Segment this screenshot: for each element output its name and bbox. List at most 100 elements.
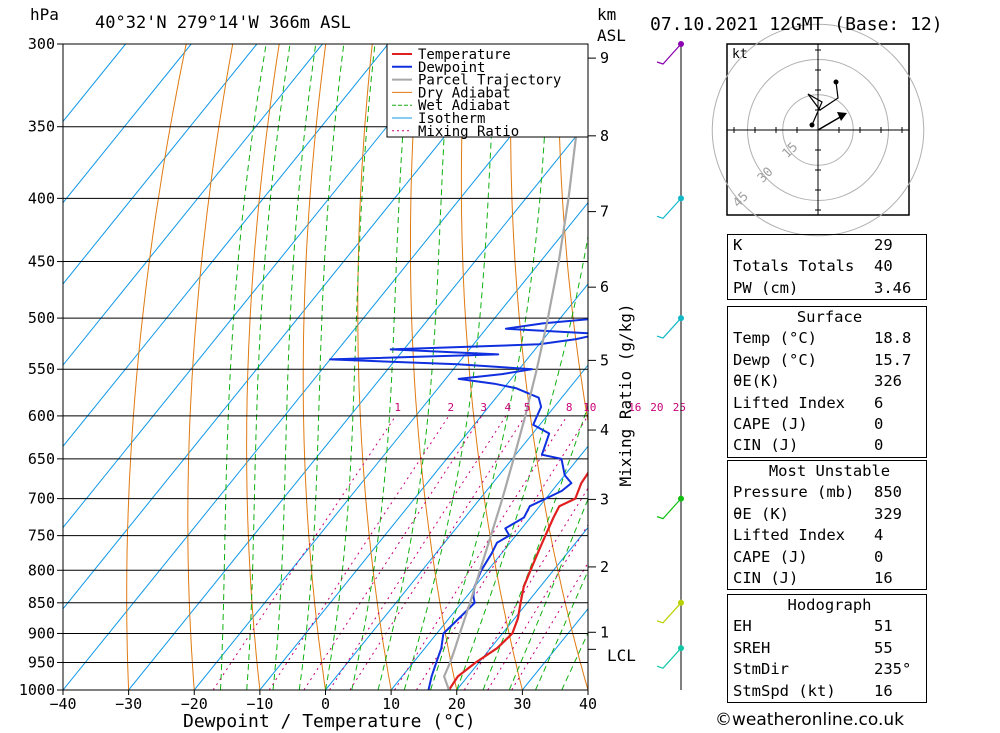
height-tick-label: 4 (600, 421, 609, 439)
height-tick-label: 7 (600, 203, 609, 221)
most-unstable-label: Pressure (mb) (733, 483, 855, 502)
height-unit: km (597, 5, 616, 24)
hodograph-stat-value: 16 (874, 681, 893, 700)
hodograph-stat-row: SREH 55 (728, 638, 927, 659)
hodograph-stat-label: EH (733, 617, 752, 636)
dry-adiabat-line (931, 44, 1000, 690)
profile-lines (329, 44, 588, 690)
temperature-line (447, 471, 588, 690)
mixing-ratio-line (394, 415, 568, 690)
hodograph-end-dot (833, 79, 839, 85)
most-unstable-label: CIN (J) (733, 569, 799, 588)
height-tick-label: 9 (600, 49, 609, 67)
storm-motion-arrowhead (837, 112, 847, 121)
surface-label: Dewp (°C) (733, 350, 817, 369)
surface-value: 6 (874, 393, 884, 412)
temperature-tick-label: −40 (49, 695, 76, 713)
isotherm-line (63, 44, 586, 690)
index-row: K 29 (728, 235, 927, 257)
surface-label: Temp (°C) (733, 329, 817, 348)
hodograph-stat-title-row: Hodograph (728, 595, 927, 617)
surface-value: 0 (874, 436, 884, 455)
height-tick-label: 5 (600, 351, 609, 369)
index-label: K (733, 236, 743, 254)
most-unstable-value: 0 (874, 547, 884, 566)
indices-table: K 29 Totals Totals 40 PW (cm) 3.46 (727, 234, 927, 301)
mixing-ratio-tick-label: 2 (448, 401, 455, 414)
temperature-tick-label: 20 (448, 695, 466, 713)
hodograph-stat-row: StmDir 235° (728, 659, 927, 680)
isotherm-line (325, 364, 588, 690)
hodograph-ring (711, 23, 925, 237)
most-unstable-row: CAPE (J) 0 (728, 547, 927, 568)
parcel-line (443, 44, 588, 690)
pressure-tick-label: 450 (28, 253, 55, 271)
wet-adiabat-line (508, 497, 588, 690)
wind-barb (656, 602, 682, 624)
mixing-ratio-line (349, 415, 526, 690)
isotherm-line (456, 526, 588, 690)
wet-adiabat-line (535, 569, 588, 690)
isotherm-line (63, 44, 520, 610)
pressure-tick-label: 500 (28, 309, 55, 327)
legend-label: Parcel Trajectory (418, 73, 561, 89)
mixing-ratio-tick-label: 5 (524, 401, 531, 414)
height-tick-label: 6 (600, 278, 609, 296)
isotherm-line (390, 445, 588, 690)
surface-title: Surface (796, 308, 863, 326)
temperature-tick-label: 40 (579, 695, 597, 713)
surface-row: Dewp (°C) 15.7 (728, 350, 927, 371)
legend-box (386, 43, 589, 138)
mixing-ratio-axis-label: Mixing Ratio (g/kg) (616, 303, 635, 486)
mixing-ratio-tick-label: 1 (394, 401, 401, 414)
most-unstable-label: Lifted Index (733, 526, 845, 545)
hodograph-trace (807, 81, 839, 126)
wind-barb (656, 498, 682, 520)
height-tick-label: 8 (600, 127, 609, 145)
pressure-tick-label: 300 (28, 35, 55, 53)
wet-adiabat-line (298, 44, 345, 690)
legend-label: Temperature (418, 47, 511, 63)
surface-row: Temp (°C) 18.8 (728, 328, 927, 349)
isotherm-line (128, 120, 588, 690)
hodograph-stat-row: StmSpd (kt) 16 (728, 681, 927, 703)
most-unstable-value: 329 (874, 504, 902, 523)
pressure-tick-label: 950 (28, 653, 55, 671)
pressure-tick-label: 1000 (19, 681, 55, 699)
surface-title-row: Surface (728, 307, 927, 329)
legend-label: Dewpoint (418, 60, 485, 76)
pressure-tick-label: 900 (28, 624, 55, 642)
most-unstable-title-row: Most Unstable (728, 461, 927, 483)
temperature-tick-label: −30 (115, 695, 142, 713)
surface-label: CIN (J) (733, 436, 799, 455)
surface-value: 0 (874, 415, 884, 434)
temperature-tick-label: −20 (181, 695, 208, 713)
index-value: 40 (874, 257, 893, 276)
most-unstable-value: 4 (874, 526, 884, 545)
mixing-ratio-tick-label: 10 (583, 401, 596, 414)
index-row: PW (cm) 3.46 (728, 278, 927, 300)
most-unstable-value: 16 (874, 569, 893, 588)
temperature-tick-label: −10 (246, 695, 273, 713)
mixing-ratio-tick-label: 25 (673, 401, 686, 414)
dry-adiabat-line (557, 44, 588, 425)
surface-row: θE(K) 326 (728, 371, 927, 392)
wind-barb (656, 43, 682, 65)
dry-adiabat-line (357, 44, 392, 690)
temperature-tick-label: 0 (321, 695, 330, 713)
wet-adiabat-line (403, 44, 497, 690)
pressure-unit: hPa (30, 5, 59, 24)
mixing-ratio-tick-label: 4 (505, 401, 512, 414)
pressure-tick-label: 750 (28, 527, 55, 545)
surface-value: 326 (874, 372, 902, 391)
isotherm-line (63, 44, 192, 204)
lcl-label: LCL (607, 646, 636, 665)
hodograph-stat-value: 235° (874, 660, 912, 679)
pressure-tick-label: 800 (28, 561, 55, 579)
temperature-tick-label: 10 (382, 695, 400, 713)
dry-adiabat-line (126, 44, 187, 690)
surface-table: Surface Temp (°C) 18.8 Dewp (°C) 15.7 θE(K) 32… (727, 306, 927, 458)
isotherm-line (63, 44, 258, 285)
